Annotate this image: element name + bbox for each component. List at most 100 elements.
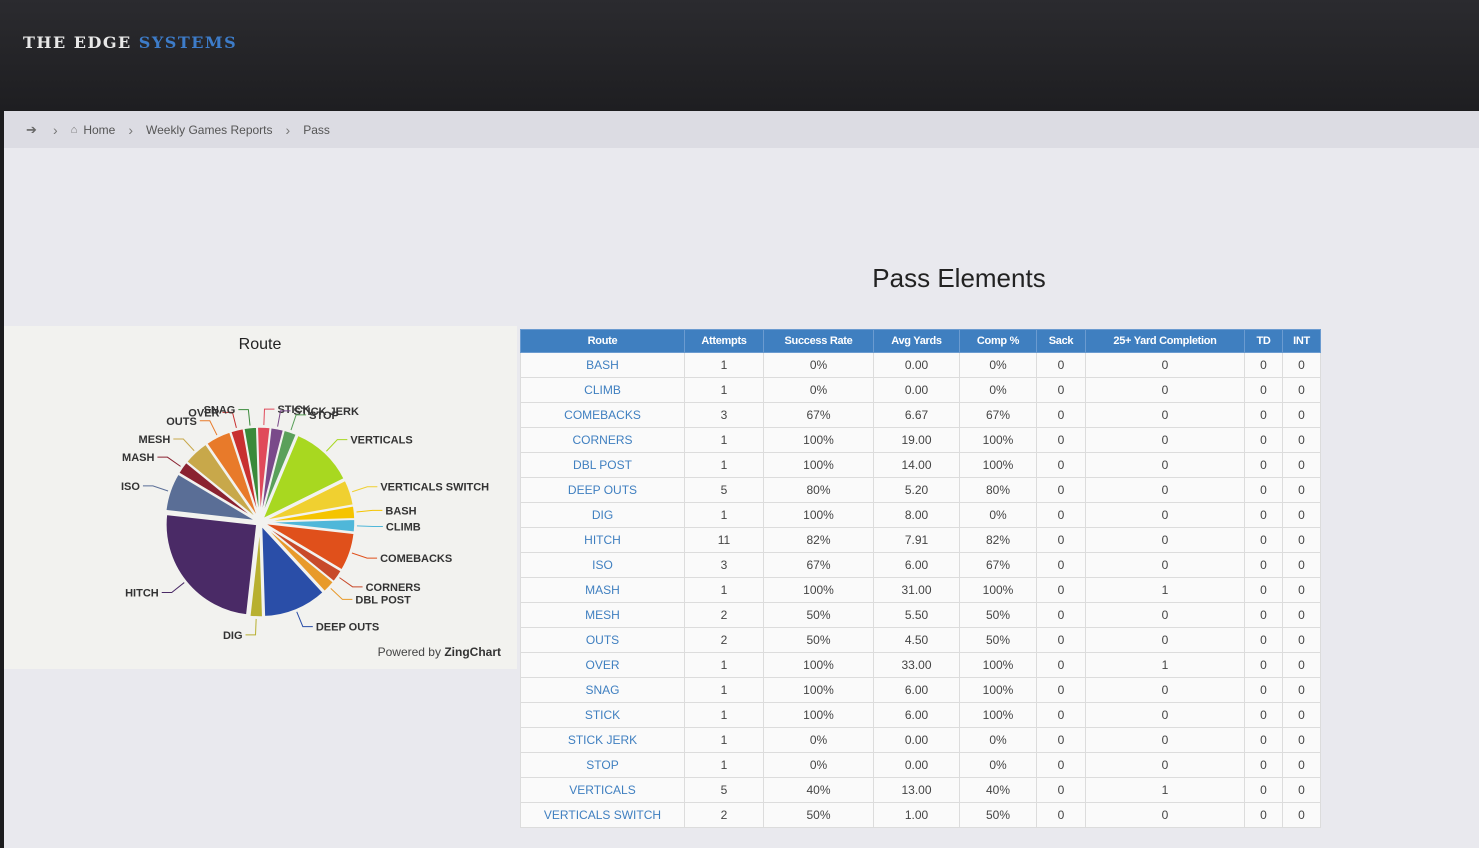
table-cell: 0 [1244, 652, 1283, 678]
route-link[interactable]: VERTICALS SWITCH [520, 802, 685, 828]
pass-elements-table: Route Attempts Success Rate Avg Yards Comp %… [520, 329, 1321, 828]
table-cell: 31.00 [873, 577, 960, 603]
route-link[interactable]: DIG [520, 502, 685, 528]
route-link[interactable]: VERTICALS [520, 777, 685, 803]
route-link[interactable]: OVER [520, 652, 685, 678]
route-link[interactable]: ISO [520, 552, 685, 578]
table-cell: 0 [1282, 527, 1321, 553]
route-link[interactable]: CLIMB [520, 377, 685, 403]
leader-line [352, 486, 378, 493]
table-cell: 0 [1282, 477, 1321, 503]
table-cell: 0 [1282, 777, 1321, 803]
powered-by-brand[interactable]: ZingChart [444, 645, 501, 659]
breadcrumb-weekly-reports[interactable]: Weekly Games Reports [146, 122, 273, 137]
table-cell: 0 [1085, 527, 1245, 553]
table-cell: 6.67 [873, 402, 960, 428]
table-cell: 19.00 [873, 427, 960, 453]
route-link[interactable]: SNAG [520, 677, 685, 703]
route-link[interactable]: BASH [520, 352, 685, 378]
table-cell: 0 [1244, 677, 1283, 703]
slice-label: OVER [188, 407, 219, 419]
table-cell: 0 [1036, 452, 1086, 478]
table-cell: 40% [763, 777, 874, 803]
pie-slice[interactable] [164, 472, 257, 522]
column-header[interactable]: Sack [1036, 329, 1086, 353]
route-link[interactable]: CORNERS [520, 427, 685, 453]
route-link[interactable]: MASH [520, 577, 685, 603]
table-row: VERTICALS 5 40% 13.00 40% 0 1 0 0 [520, 777, 1321, 803]
table-cell: 0 [1282, 802, 1321, 828]
slice-label: SNAG [204, 405, 236, 417]
table-cell: 0 [1036, 427, 1086, 453]
column-header[interactable]: TD [1244, 329, 1283, 353]
table-cell: 0 [1282, 552, 1321, 578]
page-title-wrap: Pass Elements [4, 263, 1479, 294]
table-cell: 0 [1282, 377, 1321, 403]
table-row: MESH 2 50% 5.50 50% 0 0 0 0 [520, 602, 1321, 628]
main-content: ➔ › ⌂ Home › Weekly Games Reports › Pass… [4, 111, 1479, 848]
table-cell: 0 [1244, 377, 1283, 403]
route-link[interactable]: STICK JERK [520, 727, 685, 753]
table-cell: 0 [1244, 627, 1283, 653]
column-header[interactable]: INT [1282, 329, 1321, 353]
table-cell: 100% [959, 452, 1037, 478]
route-link[interactable]: DBL POST [520, 452, 685, 478]
column-header[interactable]: Success Rate [763, 329, 874, 353]
chevron-right-icon: › [53, 121, 58, 138]
route-link[interactable]: HITCH [520, 527, 685, 553]
pie-slice[interactable] [185, 443, 258, 520]
chevron-right-icon: › [285, 121, 291, 138]
pie-slice[interactable] [263, 522, 356, 572]
pie-slice[interactable] [165, 513, 258, 616]
slice-label: MESH [139, 434, 171, 446]
leader-line [326, 439, 348, 452]
table-cell: 67% [763, 402, 874, 428]
table-cell: 1 [684, 702, 764, 728]
column-header[interactable]: Route [520, 329, 685, 353]
table-row: STICK JERK 1 0% 0.00 0% 0 0 0 0 [520, 727, 1321, 753]
table-cell: 100% [763, 652, 874, 678]
pie-slice[interactable] [262, 524, 335, 593]
table-cell: 67% [959, 402, 1037, 428]
table-cell: 0 [1244, 577, 1283, 603]
table-cell: 7.91 [873, 527, 960, 553]
route-link[interactable]: COMEBACKS [520, 402, 685, 428]
table-cell: 67% [763, 552, 874, 578]
pie-slice[interactable] [205, 431, 259, 519]
column-header[interactable]: 25+ Yard Completion [1085, 329, 1245, 353]
pie-slice[interactable] [261, 434, 346, 521]
table-cell: 0 [1085, 677, 1245, 703]
pie-slice[interactable] [260, 523, 325, 618]
table-cell: 0 [1036, 777, 1086, 803]
pie-slice[interactable] [263, 518, 356, 534]
route-link[interactable]: MESH [520, 602, 685, 628]
breadcrumb-home-label[interactable]: Home [83, 122, 116, 137]
table-cell: 0 [1085, 502, 1245, 528]
column-header[interactable]: Comp % [959, 329, 1037, 353]
table-cell: 1 [684, 727, 764, 753]
table-cell: 8.00 [873, 502, 960, 528]
table-cell: 6.00 [873, 552, 960, 578]
slice-label: STOP [309, 410, 339, 422]
route-link[interactable]: STOP [520, 752, 685, 778]
route-link[interactable]: DEEP OUTS [520, 477, 685, 503]
column-header[interactable]: Attempts [684, 329, 764, 353]
route-link[interactable]: OUTS [520, 627, 685, 653]
pie-slice[interactable] [260, 429, 298, 519]
table-cell: 1 [684, 677, 764, 703]
pie-slice[interactable] [177, 461, 258, 521]
arrow-right-icon[interactable]: ➔ [26, 121, 37, 137]
table-cell: 0% [959, 727, 1037, 753]
pie-slice[interactable] [248, 525, 264, 618]
pie-slice[interactable] [263, 479, 355, 522]
column-header[interactable]: Avg Yards [873, 329, 960, 353]
table-cell: 1 [684, 452, 764, 478]
slice-label: VERTICALS [350, 435, 412, 447]
leader-line [339, 577, 363, 588]
table-cell: 40% [959, 777, 1037, 803]
breadcrumb-home[interactable]: ⌂ Home [71, 123, 116, 137]
brand-logo[interactable]: THE EDGE SYSTEMS [23, 33, 237, 52]
leader-line [296, 611, 313, 628]
table-row: OUTS 2 50% 4.50 50% 0 0 0 0 [520, 627, 1321, 653]
route-link[interactable]: STICK [520, 702, 685, 728]
